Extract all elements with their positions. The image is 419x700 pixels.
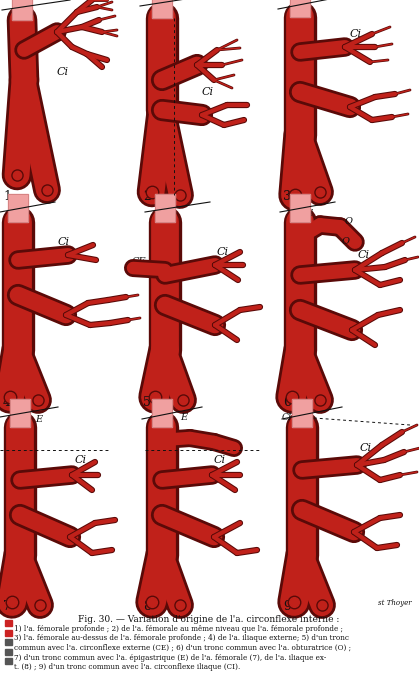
Text: CIl: CIl bbox=[282, 412, 295, 421]
Bar bbox=[5, 639, 12, 645]
Bar bbox=[152, 0, 172, 18]
Bar bbox=[152, 399, 172, 427]
Bar bbox=[12, 0, 32, 20]
Bar bbox=[8, 194, 28, 222]
Bar bbox=[152, 399, 172, 427]
Text: 3: 3 bbox=[283, 190, 291, 204]
Text: 2: 2 bbox=[143, 190, 151, 204]
Text: Ci: Ci bbox=[350, 29, 362, 39]
Bar bbox=[5, 629, 12, 636]
Text: 3) l'a. fémorale au-dessus de l'a. fémorale profonde ; 4) de l'a. iliaque extern: 3) l'a. fémorale au-dessus de l'a. fémor… bbox=[14, 634, 349, 643]
Text: Ci: Ci bbox=[214, 455, 226, 465]
Text: Ci: Ci bbox=[57, 67, 69, 77]
Bar bbox=[8, 194, 28, 222]
Bar bbox=[10, 399, 30, 427]
Text: E: E bbox=[305, 209, 312, 218]
Text: Ci: Ci bbox=[202, 87, 214, 97]
Text: 1) l'a. fémorale profonde ; 2) de l'a. fémorale au même niveau que l'a. fémorale: 1) l'a. fémorale profonde ; 2) de l'a. f… bbox=[14, 625, 343, 633]
Text: O: O bbox=[345, 218, 353, 227]
Bar bbox=[290, 194, 310, 222]
Bar bbox=[155, 194, 175, 222]
Text: 6: 6 bbox=[283, 395, 291, 409]
Text: Fig. 30. — Variation d'origine de l'a. circonflexe interne :: Fig. 30. — Variation d'origine de l'a. c… bbox=[78, 615, 340, 624]
Text: t. (8) ; 9) d'un tronc commun avec l'a. circonflexe iliaque (CI).: t. (8) ; 9) d'un tronc commun avec l'a. … bbox=[14, 663, 240, 671]
Bar bbox=[290, 194, 310, 222]
Text: commun avec l'a. circonflexe externe (CE) ; 6) d'un tronc commun avec l'a. obtur: commun avec l'a. circonflexe externe (CE… bbox=[14, 644, 351, 652]
Text: 9: 9 bbox=[283, 601, 291, 613]
Bar bbox=[5, 658, 12, 664]
Bar bbox=[12, 0, 32, 20]
Text: 7: 7 bbox=[3, 601, 11, 613]
Text: E: E bbox=[35, 416, 42, 424]
Bar bbox=[292, 399, 312, 427]
Bar bbox=[5, 620, 12, 626]
Text: Ci: Ci bbox=[360, 443, 372, 453]
Text: CE: CE bbox=[132, 258, 147, 267]
Text: 8: 8 bbox=[143, 601, 151, 613]
Bar bbox=[155, 194, 175, 222]
Text: st Thoyer: st Thoyer bbox=[378, 599, 412, 607]
Bar bbox=[152, 0, 172, 18]
Bar bbox=[290, 0, 310, 17]
Text: Ci: Ci bbox=[358, 250, 370, 260]
Text: Ci: Ci bbox=[75, 455, 87, 465]
Text: 7) d'un tronc commun avec l'a. épigastrique (E) de l'a. fémorale (7), de l'a. il: 7) d'un tronc commun avec l'a. épigastri… bbox=[14, 654, 326, 662]
Text: Ci: Ci bbox=[58, 237, 70, 247]
Text: 1: 1 bbox=[3, 190, 11, 204]
Text: 4: 4 bbox=[3, 395, 11, 409]
Text: E: E bbox=[180, 414, 187, 423]
Bar bbox=[292, 399, 312, 427]
Text: O: O bbox=[342, 237, 350, 246]
Text: Ci: Ci bbox=[217, 247, 229, 257]
Bar bbox=[290, 0, 310, 17]
Bar bbox=[5, 648, 12, 654]
Text: 5: 5 bbox=[143, 395, 151, 409]
Bar bbox=[10, 399, 30, 427]
